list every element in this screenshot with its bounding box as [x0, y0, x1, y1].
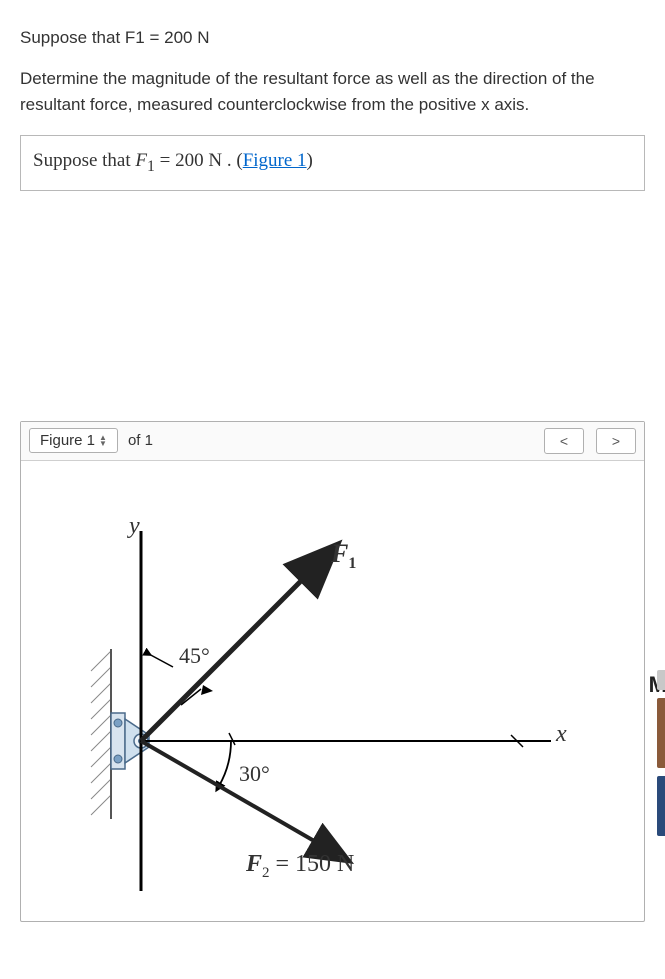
thumbnail-sliver[interactable]: [657, 776, 665, 836]
boxed-mid: = 200 N . (: [155, 150, 243, 171]
figure-link[interactable]: Figure 1: [243, 150, 307, 171]
prev-figure-button[interactable]: <: [544, 428, 584, 454]
thumbnail-sliver[interactable]: [657, 698, 665, 768]
angle-45-label: 45°: [179, 643, 210, 669]
thumbnail-sliver[interactable]: [657, 670, 665, 690]
figure-header: Figure 1 ▲▼ of 1 < >: [21, 422, 644, 461]
boxed-sub: 1: [147, 158, 155, 175]
figure-selector-label: Figure 1: [40, 432, 95, 449]
angle-30-label: 30°: [239, 761, 270, 787]
figure-selector[interactable]: Figure 1 ▲▼: [29, 428, 118, 453]
y-axis-label: y: [129, 513, 140, 540]
right-thumbnail-strip: [657, 670, 665, 836]
boxed-suffix: ): [307, 150, 313, 171]
boxed-prefix: Suppose that: [33, 150, 135, 171]
x-axis-label: x: [556, 721, 567, 748]
intro-line: Suppose that F1 = 200 N: [20, 28, 645, 48]
figure-count: of 1: [128, 432, 153, 449]
intro-paragraph: Determine the magnitude of the resultant…: [20, 66, 645, 117]
stepper-icon: ▲▼: [99, 435, 107, 447]
figure-canvas: y x F1 45° 30° F2 = 150 N: [21, 461, 644, 921]
problem-statement-box: Suppose that F1 = 200 N . (Figure 1): [20, 135, 645, 191]
f2-equation: F2 = 150 N: [246, 851, 354, 882]
boxed-var: F: [135, 150, 147, 171]
f1-label: F1: [331, 539, 356, 573]
next-figure-button[interactable]: >: [596, 428, 636, 454]
figure-panel: Figure 1 ▲▼ of 1 < > y x F1 45° 30° F2 =…: [20, 421, 645, 922]
